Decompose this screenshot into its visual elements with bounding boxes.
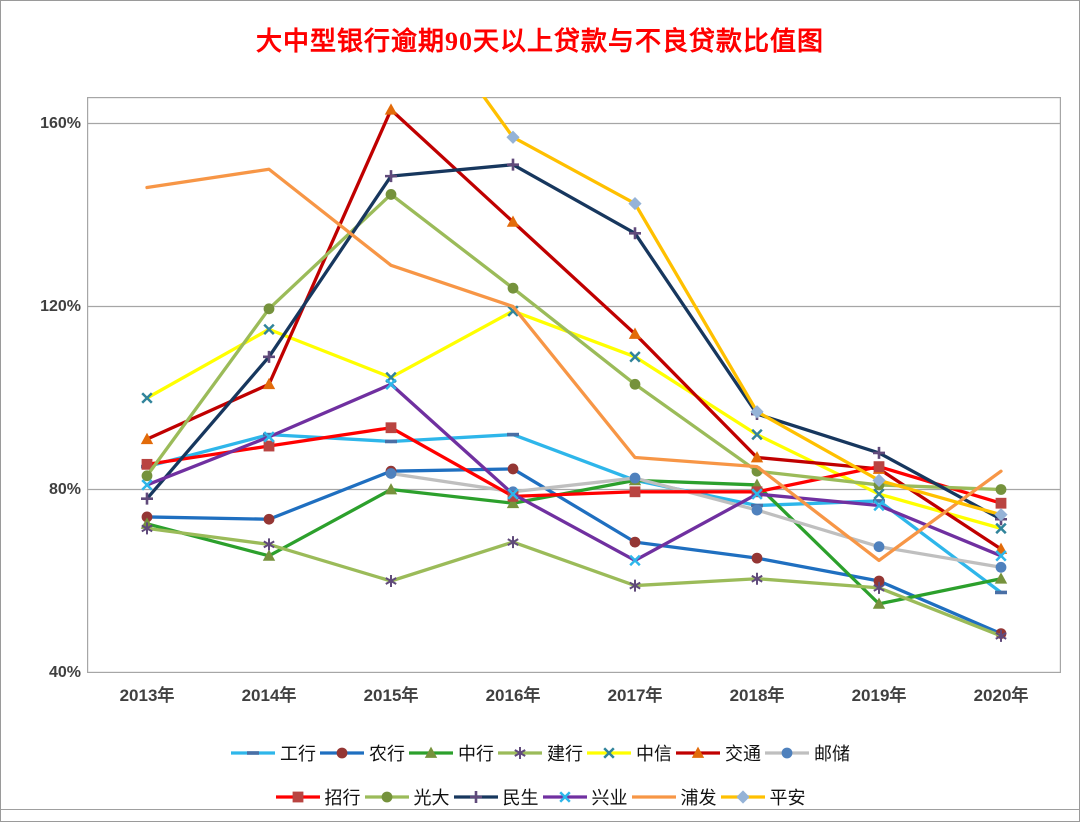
legend-item-农行: 农行 <box>319 740 405 766</box>
y-axis-tick-label: 40% <box>48 663 81 681</box>
legend-item-招行: 招行 <box>275 784 361 810</box>
legend-swatch-icon <box>676 746 720 758</box>
legend-swatch-icon <box>542 791 587 803</box>
legend-row-2: 招行 光大 民生 兴业 浦发 平安 <box>1 775 1079 819</box>
legend-label: 浦发 <box>680 788 717 808</box>
legend-label: 兴业 <box>591 788 628 808</box>
legend-label: 民生 <box>502 788 539 808</box>
legend-item-平安: 平安 <box>720 784 806 810</box>
x-axis-tick-label: 2013年 <box>119 686 175 705</box>
x-axis-tick-label: 2016年 <box>485 686 541 705</box>
legend-item-中行: 中行 <box>408 740 494 766</box>
legend-swatch-icon <box>587 747 631 759</box>
legend-item-中信: 中信 <box>586 740 672 766</box>
y-axis-tick-label: 80% <box>48 480 81 498</box>
legend-swatch-icon <box>631 795 676 799</box>
legend-swatch-icon <box>231 751 275 755</box>
x-axis-tick-label: 2018年 <box>729 686 785 705</box>
legend-item-民生: 民生 <box>453 784 539 810</box>
plot-area <box>87 97 1061 673</box>
x-axis-tick-label: 2020年 <box>973 686 1029 705</box>
legend-swatch-icon <box>364 791 409 803</box>
chart-legend: 工行 农行 中行 建行 中信 交通 邮储 招行 光大 民生 兴业 浦发 平安 <box>1 731 1079 819</box>
line-chart <box>87 97 1061 673</box>
legend-swatch-icon <box>720 790 765 804</box>
legend-label: 农行 <box>369 744 405 764</box>
legend-label: 中信 <box>636 744 672 764</box>
legend-row-1: 工行 农行 中行 建行 中信 交通 邮储 <box>1 731 1079 775</box>
legend-swatch-icon <box>409 746 453 758</box>
legend-item-邮储: 邮储 <box>764 740 850 766</box>
legend-swatch-icon <box>320 747 364 759</box>
legend-item-光大: 光大 <box>364 784 450 810</box>
chart-title: 大中型银行逾期90天以上贷款与不良贷款比值图 <box>255 27 824 56</box>
x-axis-tick-label: 2015年 <box>363 686 419 705</box>
legend-label: 邮储 <box>814 744 850 764</box>
legend-label: 光大 <box>413 788 450 808</box>
x-axis-tick-label: 2017年 <box>607 686 663 705</box>
y-axis-tick-label: 120% <box>40 297 81 315</box>
legend-label: 建行 <box>547 744 583 764</box>
legend-label: 工行 <box>280 744 316 764</box>
legend-item-浦发: 浦发 <box>631 784 717 810</box>
legend-swatch-icon <box>453 791 498 803</box>
legend-swatch-icon <box>275 791 320 803</box>
legend-label: 交通 <box>725 744 761 764</box>
legend-swatch-icon <box>765 747 809 759</box>
legend-item-兴业: 兴业 <box>542 784 628 810</box>
legend-item-交通: 交通 <box>675 740 761 766</box>
legend-item-建行: 建行 <box>497 740 583 766</box>
x-axis-tick-label: 2019年 <box>851 686 907 705</box>
legend-swatch-icon <box>498 747 542 759</box>
legend-item-工行: 工行 <box>230 740 316 766</box>
legend-label: 平安 <box>769 788 806 808</box>
legend-label: 中行 <box>458 744 494 764</box>
legend-label: 招行 <box>324 788 361 808</box>
bottom-divider <box>1 809 1079 810</box>
y-axis-tick-label: 160% <box>40 114 81 132</box>
x-axis-tick-label: 2014年 <box>241 686 297 705</box>
